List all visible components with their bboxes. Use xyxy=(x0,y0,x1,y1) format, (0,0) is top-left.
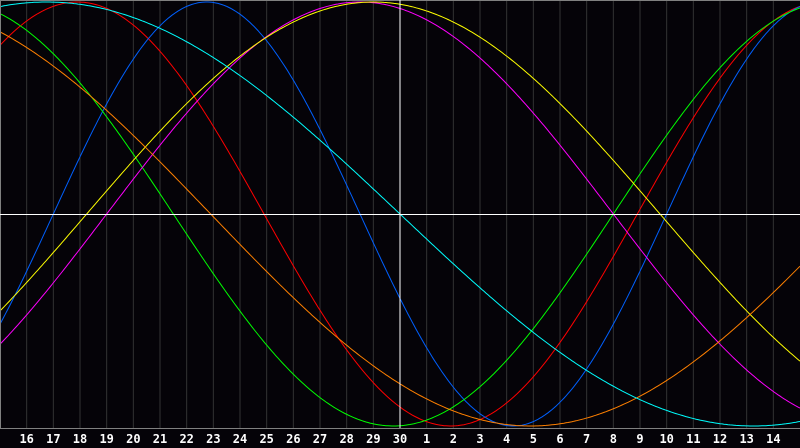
x-tick-label: 25 xyxy=(259,432,273,446)
x-tick-label: 19 xyxy=(99,432,113,446)
x-tick-label: 21 xyxy=(153,432,167,446)
x-tick-label: 22 xyxy=(179,432,193,446)
x-tick-label: 11 xyxy=(686,432,700,446)
axes xyxy=(0,0,800,429)
x-tick-label: 26 xyxy=(286,432,300,446)
x-tick-label: 9 xyxy=(636,432,643,446)
x-tick-label: 6 xyxy=(556,432,563,446)
x-tick-label: 17 xyxy=(46,432,60,446)
x-tick-label: 23 xyxy=(206,432,220,446)
x-tick-label: 12 xyxy=(713,432,727,446)
x-tick-label: 3 xyxy=(476,432,483,446)
x-tick-label: 20 xyxy=(126,432,140,446)
x-tick-label: 18 xyxy=(73,432,87,446)
x-tick-label: 4 xyxy=(503,432,510,446)
x-tick-label: 27 xyxy=(313,432,327,446)
x-tick-labels: 16 17 18 19 20 21 22 23 24 25 26 27 28 29 30 1 2 3 4 5 6 7 8 9 1… xyxy=(19,432,780,446)
x-tick-label: 13 xyxy=(739,432,753,446)
x-tick-label: 24 xyxy=(233,432,247,446)
x-tick-label: 30 xyxy=(393,432,407,446)
x-tick-label: 14 xyxy=(766,432,780,446)
x-tick-label: 2 xyxy=(450,432,457,446)
x-tick-label: 1 xyxy=(423,432,430,446)
x-tick-label: 16 xyxy=(19,432,33,446)
x-tick-label: 29 xyxy=(366,432,380,446)
x-tick-label: 28 xyxy=(339,432,353,446)
x-tick-label: 10 xyxy=(659,432,673,446)
x-tick-label: 5 xyxy=(530,432,537,446)
x-tick-label: 8 xyxy=(610,432,617,446)
x-tick-label: 7 xyxy=(583,432,590,446)
